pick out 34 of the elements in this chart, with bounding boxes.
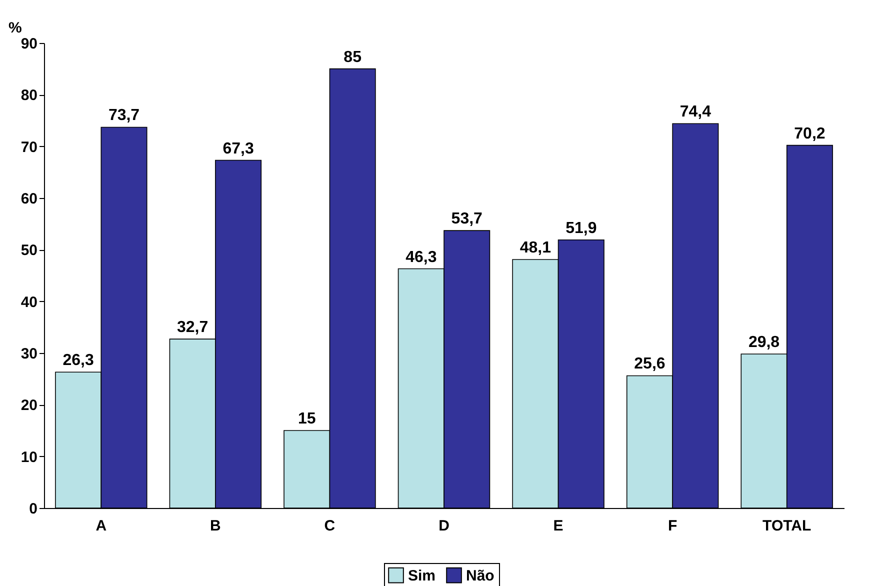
data-label: 73,7 xyxy=(108,107,140,124)
data-label: 85 xyxy=(344,48,362,66)
y-tick-label: 10 xyxy=(20,448,38,466)
data-label: 51,9 xyxy=(566,220,597,237)
legend-label: Sim xyxy=(408,567,436,584)
x-tick-label: A xyxy=(96,518,107,534)
data-label: 74,4 xyxy=(680,104,712,121)
data-label: 29,8 xyxy=(748,334,780,352)
y-tick-label: 20 xyxy=(20,397,38,414)
data-label: 67,3 xyxy=(222,140,254,158)
x-tick-label: B xyxy=(210,518,222,534)
data-label: 48,1 xyxy=(520,239,552,256)
legend-label: Não xyxy=(466,567,494,584)
data-label: 70,2 xyxy=(794,125,826,142)
data-label: 26,3 xyxy=(62,352,94,370)
x-tick-label: F xyxy=(668,518,678,534)
data-label: 25,6 xyxy=(634,356,666,373)
data-label: 46,3 xyxy=(406,248,437,266)
y-tick-label: 90 xyxy=(20,36,38,52)
y-tick-label: 80 xyxy=(20,87,38,104)
data-label: 15 xyxy=(298,410,316,428)
y-tick-label: 60 xyxy=(20,190,38,208)
y-tick-label: 30 xyxy=(20,346,38,362)
y-tick-label: 0 xyxy=(29,500,38,518)
data-label: 32,7 xyxy=(177,319,208,336)
y-tick-label: 50 xyxy=(20,242,38,260)
x-tick-label: E xyxy=(553,518,564,534)
x-tick-label: D xyxy=(438,518,450,534)
y-tick-label: 40 xyxy=(20,294,38,311)
x-tick-label: C xyxy=(324,518,336,534)
y-axis-title: % xyxy=(8,20,22,36)
data-label: 53,7 xyxy=(451,210,483,228)
y-tick-label: 70 xyxy=(20,138,38,156)
x-tick-label: TOTAL xyxy=(762,518,812,534)
